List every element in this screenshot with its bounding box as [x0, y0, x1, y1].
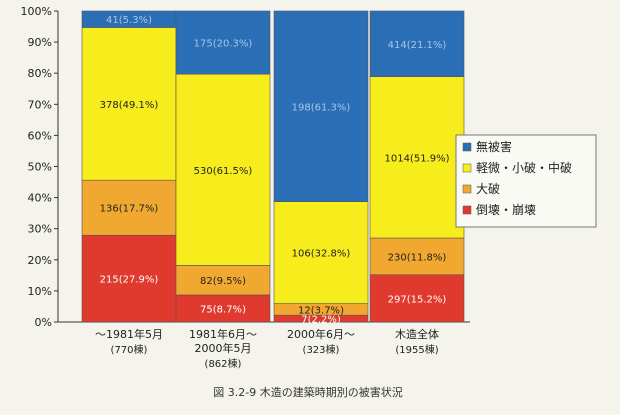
bar-segment: [175, 73, 271, 266]
legend-label: 軽微・小破・中破: [476, 160, 572, 175]
bar-segment: [175, 10, 271, 75]
legend-swatch: [462, 142, 472, 152]
bar-segment: [81, 179, 177, 236]
bar-segment-label: 12(3.7%): [298, 305, 344, 316]
bar-segment: [369, 10, 465, 77]
legend-swatch: [462, 163, 472, 173]
y-tick-label: 60%: [28, 129, 52, 142]
bar-segment: [81, 234, 177, 323]
bar-segment: [369, 274, 465, 323]
bar-segment: [81, 27, 177, 181]
bar-segment-label: 378(49.1%): [100, 100, 159, 111]
bar-segment-label: 41(5.3%): [106, 15, 152, 26]
bar-segment-label: 175(20.3%): [194, 39, 253, 50]
category-label: 2000年5月: [195, 341, 252, 355]
bar-segment: [369, 237, 465, 276]
legend-swatch: [462, 205, 472, 215]
y-tick-label: 0%: [35, 316, 52, 329]
bar-segment-label: 230(11.8%): [388, 252, 447, 263]
bars: 215(27.9%) 136(17.7%) 378(49.1%) 41(5.3%) 75…: [81, 10, 465, 326]
y-tick-label: 40%: [28, 192, 52, 205]
legend-swatch: [462, 184, 472, 194]
y-axis: 0% 10% 20% 30% 40% 50% 60% 70% 80% 90% 100%: [21, 5, 470, 329]
bar-segment-label: 1014(51.9%): [384, 153, 449, 164]
bar-segment-label: 106(32.8%): [292, 249, 351, 260]
legend-label: 大破: [476, 181, 500, 196]
bar-segment: [369, 76, 465, 239]
y-tick-label: 10%: [28, 285, 52, 298]
category-label: 木造全体: [395, 327, 439, 341]
bar-segment-label: 75(8.7%): [200, 304, 246, 315]
bar-segment-label: 7(2.2%): [301, 315, 341, 326]
category-count-label: (862棟): [205, 357, 242, 370]
bar-segment-label: 198(61.3%): [292, 102, 351, 113]
y-tick-label: 90%: [28, 36, 52, 49]
bar-segment-label: 530(61.5%): [194, 166, 253, 177]
bar-segment-label: 414(21.1%): [388, 40, 447, 51]
y-tick-label: 70%: [28, 98, 52, 111]
category-count-label: (1955棟): [395, 343, 438, 356]
category-label: 2000年6月～: [287, 327, 355, 341]
y-tick-label: 30%: [28, 223, 52, 236]
bar-segment: [273, 10, 369, 202]
y-tick-label: 100%: [21, 5, 52, 18]
legend-label: 無被害: [476, 139, 512, 154]
category-label: 1981年6月～: [189, 327, 257, 341]
category-labels: ～1981年5月 (770棟) 1981年6月～2000年5月 (862棟) 2000年…: [95, 327, 439, 370]
bar-segment-label: 82(9.5%): [200, 276, 246, 287]
category-count-label: (770棟): [111, 343, 148, 356]
bar-segment-label: 215(27.9%): [100, 275, 159, 286]
category-label: ～1981年5月: [95, 327, 163, 341]
legend-box: [455, 134, 597, 228]
bar-segment-label: 136(17.7%): [100, 204, 159, 215]
y-tick-label: 80%: [28, 67, 52, 80]
bar-segment: [175, 294, 271, 323]
figure-caption: 図 3.2-9 木造の建築時期別の被害状況: [213, 385, 402, 399]
legend-label: 倒壊・崩壊: [476, 203, 536, 217]
bar-segment: [175, 265, 271, 296]
y-tick-label: 50%: [28, 161, 52, 174]
category-count-label: (323棟): [303, 343, 340, 356]
bar-segment: [273, 201, 369, 304]
y-tick-label: 20%: [28, 254, 52, 267]
bar-segment-label: 297(15.2%): [388, 294, 447, 305]
